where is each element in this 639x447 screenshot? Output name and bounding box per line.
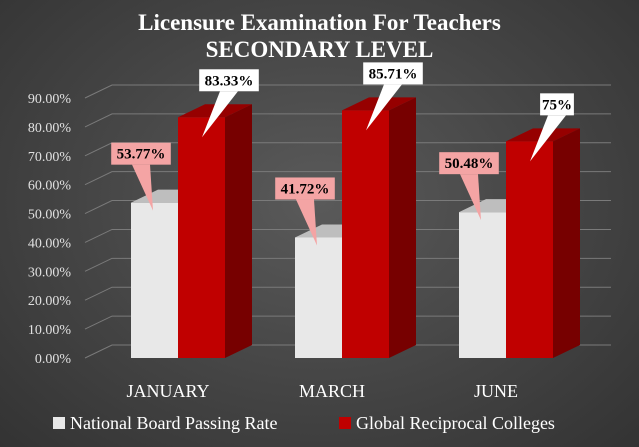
legend-swatch [339, 417, 351, 429]
chart-subtitle: SECONDARY LEVEL [206, 37, 434, 62]
y-tick-label: 10.00% [28, 323, 72, 338]
x-category-label: JANUARY [126, 381, 209, 401]
data-label-text: 75% [542, 97, 572, 113]
bar-front [459, 212, 506, 358]
bar-front [131, 202, 178, 358]
callout-pointer [366, 84, 402, 131]
data-label-text: 53.77% [117, 147, 166, 163]
legend-swatch [53, 417, 65, 429]
callout-pointer [202, 91, 238, 138]
legend-item: National Board Passing Rate [53, 413, 277, 433]
callout-box [111, 142, 171, 165]
bar-side [553, 128, 580, 358]
x-category-label: MARCH [299, 381, 365, 401]
callout-pointer [132, 164, 153, 211]
y-tick-label: 0.00% [35, 352, 72, 367]
gridlines [84, 84, 611, 359]
x-category-label: JUNE [474, 381, 518, 401]
data-label-text: 85.71% [369, 66, 418, 82]
data-label-text: 41.72% [281, 181, 330, 197]
data-label: 41.72% [275, 177, 335, 246]
bar-side [389, 97, 416, 358]
bars [131, 97, 580, 358]
y-tick-label: 50.00% [28, 208, 72, 223]
callout-pointer [460, 174, 481, 221]
y-tick-label: 60.00% [28, 179, 72, 194]
y-tick-label: 20.00% [28, 294, 72, 309]
y-tick-label: 30.00% [28, 265, 72, 280]
callout-box [540, 93, 574, 116]
callout-box [199, 69, 259, 92]
chart-title: Licensure Examination For Teachers [138, 10, 501, 35]
gridline [84, 315, 611, 330]
callout-pointer [530, 115, 566, 162]
y-tick-label: 90.00% [28, 92, 72, 107]
data-label-text: 83.33% [205, 73, 254, 89]
bar-front [342, 110, 389, 358]
bar-global-reciprocal [342, 97, 416, 358]
callout-box [363, 62, 423, 85]
gridline [84, 286, 611, 301]
y-tick-label: 70.00% [28, 150, 72, 165]
gridline [84, 113, 611, 128]
data-label: 75% [530, 93, 574, 162]
x-axis-categories: JANUARY MARCH JUNE [126, 381, 518, 401]
callout-box [439, 152, 499, 175]
bar-front [295, 237, 342, 358]
bar-front [506, 141, 553, 358]
bar-side [225, 104, 252, 358]
y-tick-label: 40.00% [28, 236, 72, 251]
data-labels: 53.77% 83.33% 41.72% 85.71% 50.48% 75% [111, 62, 574, 246]
y-tick-label: 80.00% [28, 121, 72, 136]
legend: National Board Passing Rate Global Recipr… [53, 413, 555, 433]
gridline [84, 257, 611, 272]
data-label-text: 50.48% [445, 156, 494, 172]
data-label: 53.77% [111, 142, 171, 211]
bar-global-reciprocal [178, 104, 252, 358]
gridline [84, 84, 611, 99]
legend-label: National Board Passing Rate [70, 413, 277, 433]
y-axis-ticks: 0.00% 10.00% 20.00% 30.00% 40.00% 50.00% 60.00… [28, 92, 72, 367]
data-label: 50.48% [439, 152, 499, 221]
data-label: 83.33% [199, 69, 259, 138]
data-label: 85.71% [363, 62, 423, 131]
legend-label: Global Reciprocal Colleges [356, 413, 555, 433]
bar-front [178, 117, 225, 358]
gridline [84, 200, 611, 215]
legend-item: Global Reciprocal Colleges [339, 413, 555, 433]
gridline [84, 228, 611, 243]
bar-global-reciprocal [506, 128, 580, 358]
gridline [84, 344, 611, 359]
callout-pointer [296, 199, 317, 246]
callout-box [275, 177, 335, 200]
